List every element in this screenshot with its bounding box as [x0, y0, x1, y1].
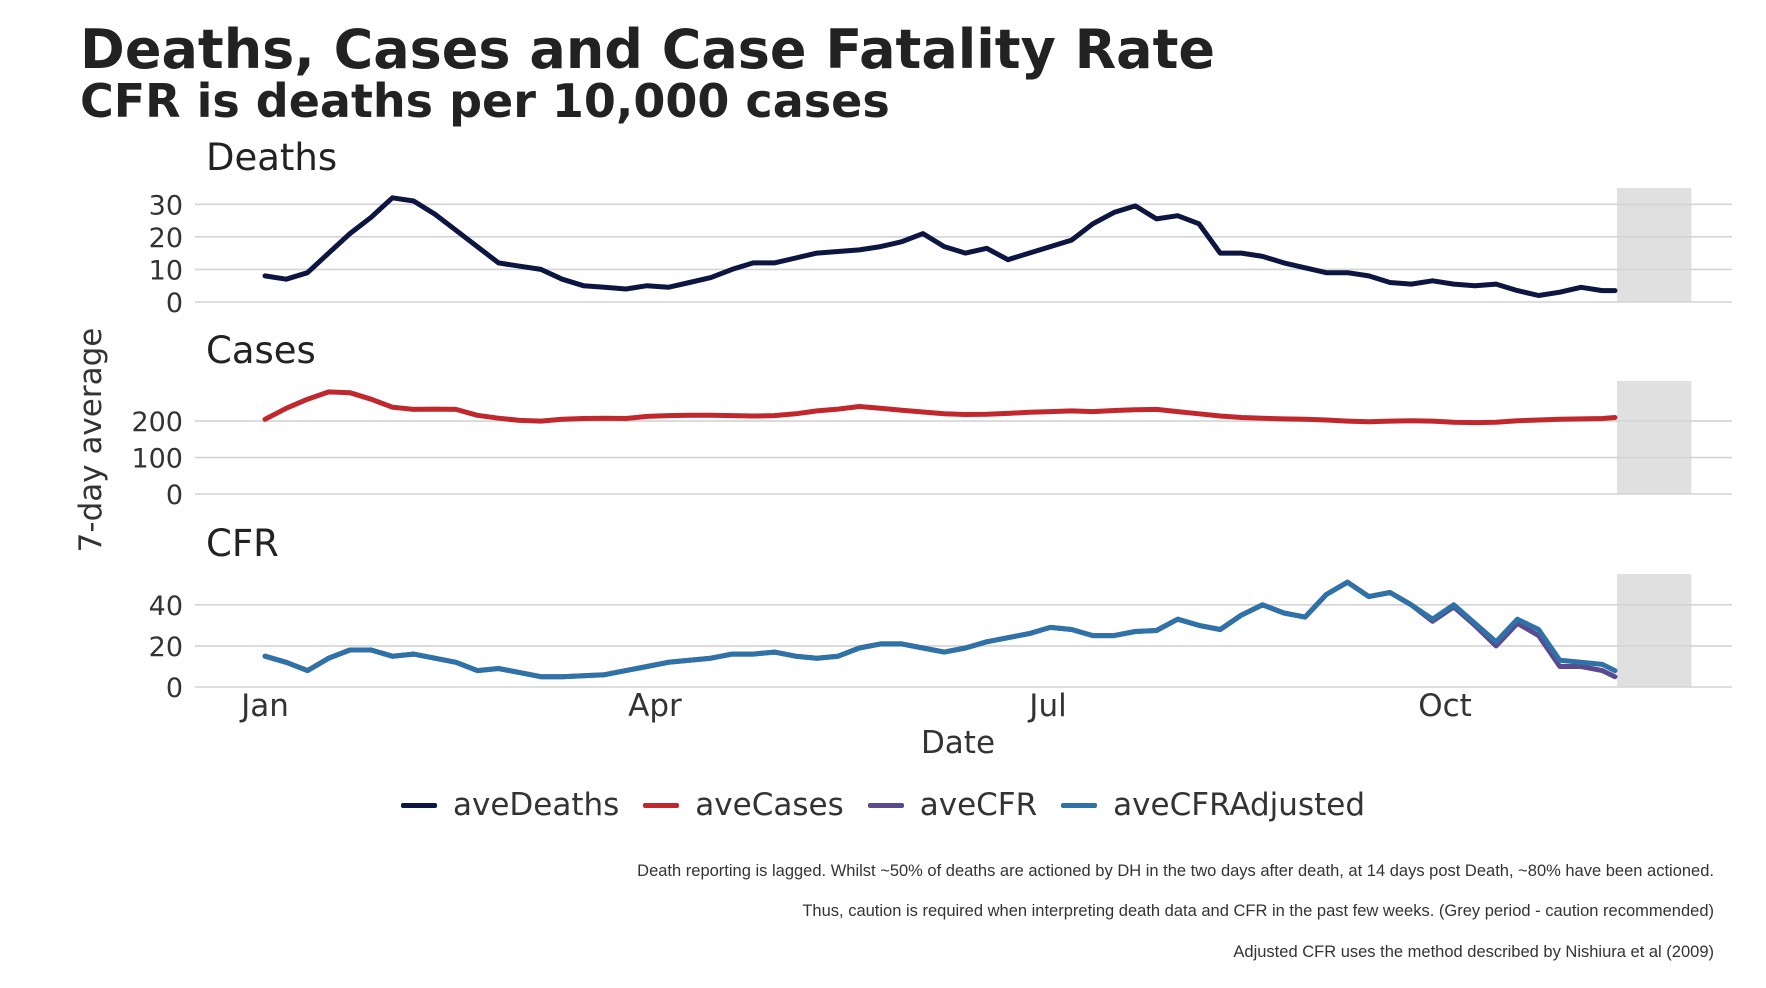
- x-tick-label-jan: Jan: [239, 688, 289, 724]
- y-tick-label-deaths-30: 30: [149, 190, 183, 221]
- series-line-avecases: [262, 389, 1618, 426]
- y-axis-label: 7-day average: [73, 328, 109, 553]
- caption-method: Adjusted CFR uses the method described b…: [1233, 943, 1714, 961]
- grey-period-cases: [1617, 381, 1692, 494]
- series-line-avecfradjusted: [262, 579, 1618, 680]
- legend-item-avedeaths[interactable]: aveDeaths: [400, 787, 620, 823]
- legend-key-avedeaths: [400, 802, 437, 808]
- legend-label-avecfradjusted: aveCFRAdjusted: [1113, 787, 1366, 823]
- series-line-avedeaths: [262, 195, 1618, 298]
- y-tick-label-cfr-0: 0: [166, 673, 183, 704]
- y-tick-label-cases-200: 200: [131, 407, 183, 438]
- y-tick-label-cfr-20: 20: [149, 632, 183, 663]
- x-axis-label: Date: [921, 725, 995, 761]
- y-tick-label-deaths-0: 0: [166, 288, 183, 319]
- y-tick-label-cases-0: 0: [166, 480, 183, 511]
- legend-key-avecfradjusted: [1061, 802, 1098, 808]
- legend-key-avecases: [643, 802, 680, 808]
- panel-title-cfr: CFR: [206, 522, 279, 565]
- y-tick-label-cases-100: 100: [131, 444, 183, 475]
- caption-reporting-lag: Death reporting is lagged. Whilst ~50% o…: [637, 862, 1714, 880]
- x-tick-label-jul: Jul: [1027, 688, 1066, 724]
- panel-title-cases: Cases: [206, 329, 316, 372]
- x-tick-label-apr: Apr: [628, 688, 682, 724]
- legend-label-avecfr: aveCFR: [919, 787, 1038, 823]
- chart-title: Deaths, Cases and Case Fatality Rate: [80, 18, 1216, 81]
- grey-period-deaths: [1617, 188, 1692, 302]
- y-tick-label-deaths-10: 10: [149, 255, 183, 286]
- legend-item-avecases[interactable]: aveCases: [643, 787, 844, 823]
- legend-item-avecfr[interactable]: aveCFR: [867, 787, 1038, 823]
- chart-legend: aveDeaths aveCases aveCFR aveCFRAdjusted: [0, 787, 1766, 823]
- panel-title-deaths: Deaths: [206, 136, 337, 179]
- legend-item-avecfradjusted[interactable]: aveCFRAdjusted: [1061, 787, 1365, 823]
- grey-period-cfr: [1617, 574, 1692, 687]
- y-tick-label-deaths-20: 20: [149, 223, 183, 254]
- y-tick-label-cfr-40: 40: [149, 591, 183, 622]
- legend-label-avedeaths: aveDeaths: [452, 787, 620, 823]
- x-tick-label-oct: Oct: [1418, 688, 1472, 724]
- chart-subtitle: CFR is deaths per 10,000 cases: [80, 74, 890, 128]
- caption-caution: Thus, caution is required when interpret…: [802, 902, 1714, 920]
- series-line-avecfr: [262, 579, 1618, 680]
- legend-key-avecfr: [867, 802, 904, 808]
- legend-label-avecases: aveCases: [695, 787, 844, 823]
